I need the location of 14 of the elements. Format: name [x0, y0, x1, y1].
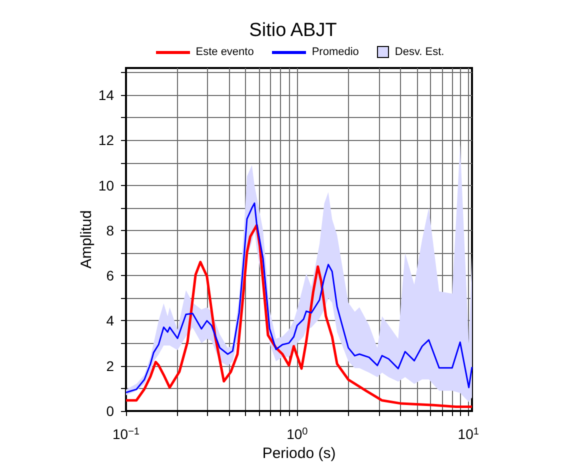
legend-label: Promedio [312, 46, 359, 58]
x-axis-title: Periodo (s) [262, 444, 336, 462]
chart-title: Sitio ABJT [249, 20, 338, 41]
text: Desv. Est. [394, 46, 444, 58]
y-tick-label: 0 [106, 403, 114, 419]
legend-label: Este evento [196, 46, 254, 58]
y-tick-label: 10 [98, 177, 114, 194]
y-tick-label: 14 [98, 87, 114, 104]
y-tick-label: 4 [106, 312, 114, 329]
y-axis-title: Amplitud [78, 210, 95, 269]
y-tick-label: 6 [106, 268, 114, 284]
y-tick-label: 2 [106, 358, 114, 374]
y-tick-label: 8 [106, 222, 114, 238]
y-tick-label: 12 [98, 132, 114, 148]
